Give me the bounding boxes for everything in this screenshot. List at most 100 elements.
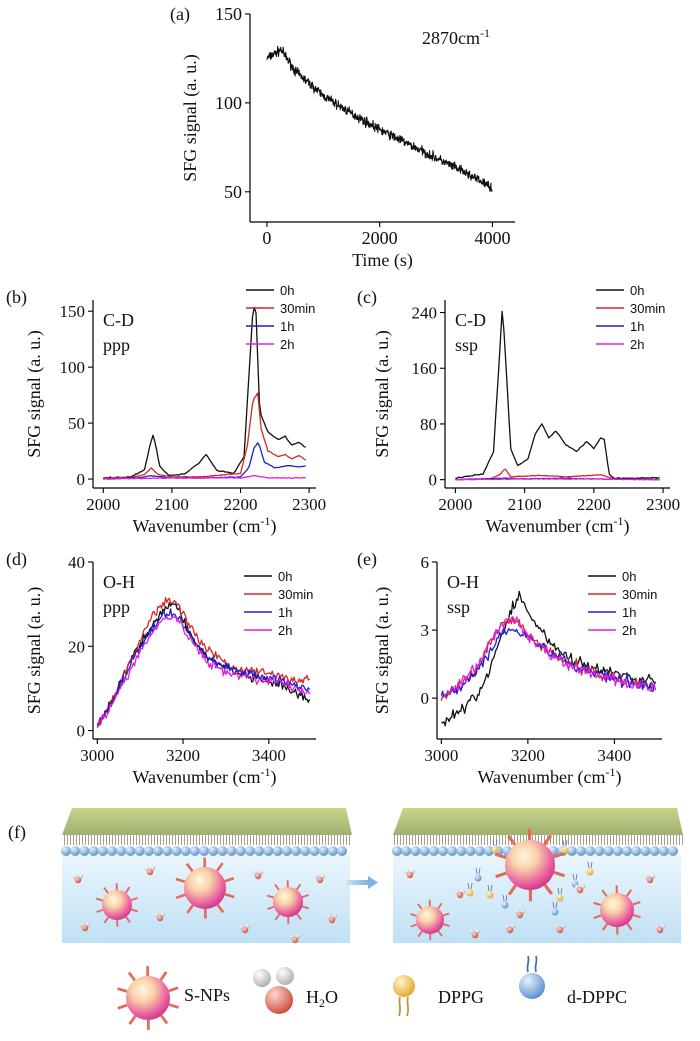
x-axis-title: Wavenumber (cm-1) xyxy=(478,765,622,788)
legend-label-d-dppc: d-DPPC xyxy=(567,987,627,1007)
panel-e: (e) 3000 3200 3400 0 3 6 Wavenumber (cm-1) SFG s… xyxy=(357,549,662,788)
x-tick-label: 2100 xyxy=(155,495,189,514)
x-tick-label: 3400 xyxy=(597,746,631,765)
x-tick-label: 3000 xyxy=(424,746,458,765)
legend-label: 30min xyxy=(278,587,313,602)
lipid-head xyxy=(300,846,311,856)
legend-label: 2h xyxy=(622,623,636,638)
ligand xyxy=(127,971,136,982)
ligand xyxy=(125,916,131,923)
y-tick-label: 0 xyxy=(429,471,438,490)
ligand xyxy=(437,930,443,937)
ligand xyxy=(224,892,235,899)
oxygen xyxy=(81,924,89,932)
legend-label-s-nps: S-NPs xyxy=(184,985,230,1005)
panel-label: (e) xyxy=(357,549,377,570)
water-molecule xyxy=(144,866,156,876)
legend-label-dppg: DPPG xyxy=(438,987,484,1007)
ligand xyxy=(295,883,302,891)
water-molecule xyxy=(454,889,466,899)
lipid-head xyxy=(327,846,338,856)
lipid-tail xyxy=(552,901,555,909)
particle-core xyxy=(600,893,634,927)
lipid-tail xyxy=(587,861,590,869)
lipid-head xyxy=(107,846,117,856)
ligand xyxy=(442,912,450,917)
oxygen xyxy=(471,931,479,939)
y-tick-label: 80 xyxy=(420,415,437,434)
ligand xyxy=(543,834,553,846)
x-tick-label: 3000 xyxy=(80,746,114,765)
spectral-annotation: ppp xyxy=(103,597,130,617)
water-molecule-icon xyxy=(253,967,294,1014)
h2o-h: H xyxy=(306,987,319,1007)
x-tick-label: 4000 xyxy=(474,228,510,248)
lipid-head xyxy=(491,846,499,854)
legend-label: 1h xyxy=(630,319,644,334)
lipid-tail xyxy=(470,882,473,890)
lipid-tail xyxy=(555,901,558,909)
lipid-tail xyxy=(560,887,563,895)
y-axis-title: SFG signal (a. u.) xyxy=(372,587,393,715)
ligand xyxy=(95,897,103,902)
x-axis-title: Time (s) xyxy=(352,250,413,271)
legend-label: 2h xyxy=(280,337,294,352)
ligand xyxy=(186,904,194,914)
nanoparticle xyxy=(175,857,235,919)
ligand xyxy=(410,923,418,928)
series-line-30min xyxy=(103,392,307,479)
y-axis-title: SFG signal (a. u.) xyxy=(24,330,45,458)
y-tick-label: 50 xyxy=(68,414,85,433)
ligand xyxy=(128,1015,137,1025)
series-line-1h xyxy=(440,628,657,698)
lipid-tail xyxy=(502,894,505,902)
x-tick-label: 2100 xyxy=(508,495,542,514)
lipid-head xyxy=(419,846,430,856)
lipid-head xyxy=(97,846,108,856)
lipid-head xyxy=(318,846,329,856)
dppg-lipid xyxy=(561,839,569,854)
oxygen xyxy=(576,886,584,894)
lipid-head xyxy=(116,846,127,856)
lipid-head xyxy=(79,846,90,856)
oxygen xyxy=(406,871,414,879)
y-tick-label: 6 xyxy=(421,553,430,572)
lipid-head xyxy=(649,846,660,856)
transition-arrow-icon xyxy=(346,876,378,889)
lipid-head xyxy=(465,846,476,856)
panel-label: (b) xyxy=(6,287,27,308)
ligand xyxy=(117,987,128,993)
dppg-lipid-icon xyxy=(393,975,415,1017)
series-line-2h xyxy=(96,615,311,729)
d-dppc-lipid xyxy=(551,901,559,916)
legend-label-h2o: H2O xyxy=(306,987,338,1010)
panel-label: (d) xyxy=(6,549,27,570)
oxygen xyxy=(506,926,514,934)
x-tick-label: 2000 xyxy=(362,228,398,248)
oxygen xyxy=(291,936,299,944)
ligand xyxy=(507,835,517,846)
legend-label: 0h xyxy=(278,569,292,584)
panel-f-illustration: (f) S-NPs xyxy=(8,808,683,1030)
y-tick-label: 0 xyxy=(77,470,86,489)
ligand xyxy=(175,877,186,884)
legend-label: 1h xyxy=(622,605,636,620)
lipid-head xyxy=(226,846,237,856)
water-molecule xyxy=(79,922,91,932)
membrane-scene-before xyxy=(61,808,352,944)
nanoparticle xyxy=(95,883,139,927)
lipid-head xyxy=(566,846,577,856)
water-molecule xyxy=(644,874,656,884)
nanoparticle xyxy=(117,966,179,1030)
lipid-tail xyxy=(490,884,493,892)
legend-label: 1h xyxy=(280,319,294,334)
series-line-0h xyxy=(103,306,306,479)
ligand xyxy=(274,913,281,921)
x-tick-label: 2300 xyxy=(292,495,326,514)
unit-close: ) xyxy=(616,767,622,788)
panel-d: (d) 3000 3200 3400 0 20 40 Wavenumber (cm-1) SFG… xyxy=(6,549,316,788)
y-tick-label: 100 xyxy=(215,93,242,113)
lipid-head xyxy=(551,908,559,916)
series-line-1h xyxy=(96,608,311,728)
x-tick-label: 3200 xyxy=(511,746,545,765)
